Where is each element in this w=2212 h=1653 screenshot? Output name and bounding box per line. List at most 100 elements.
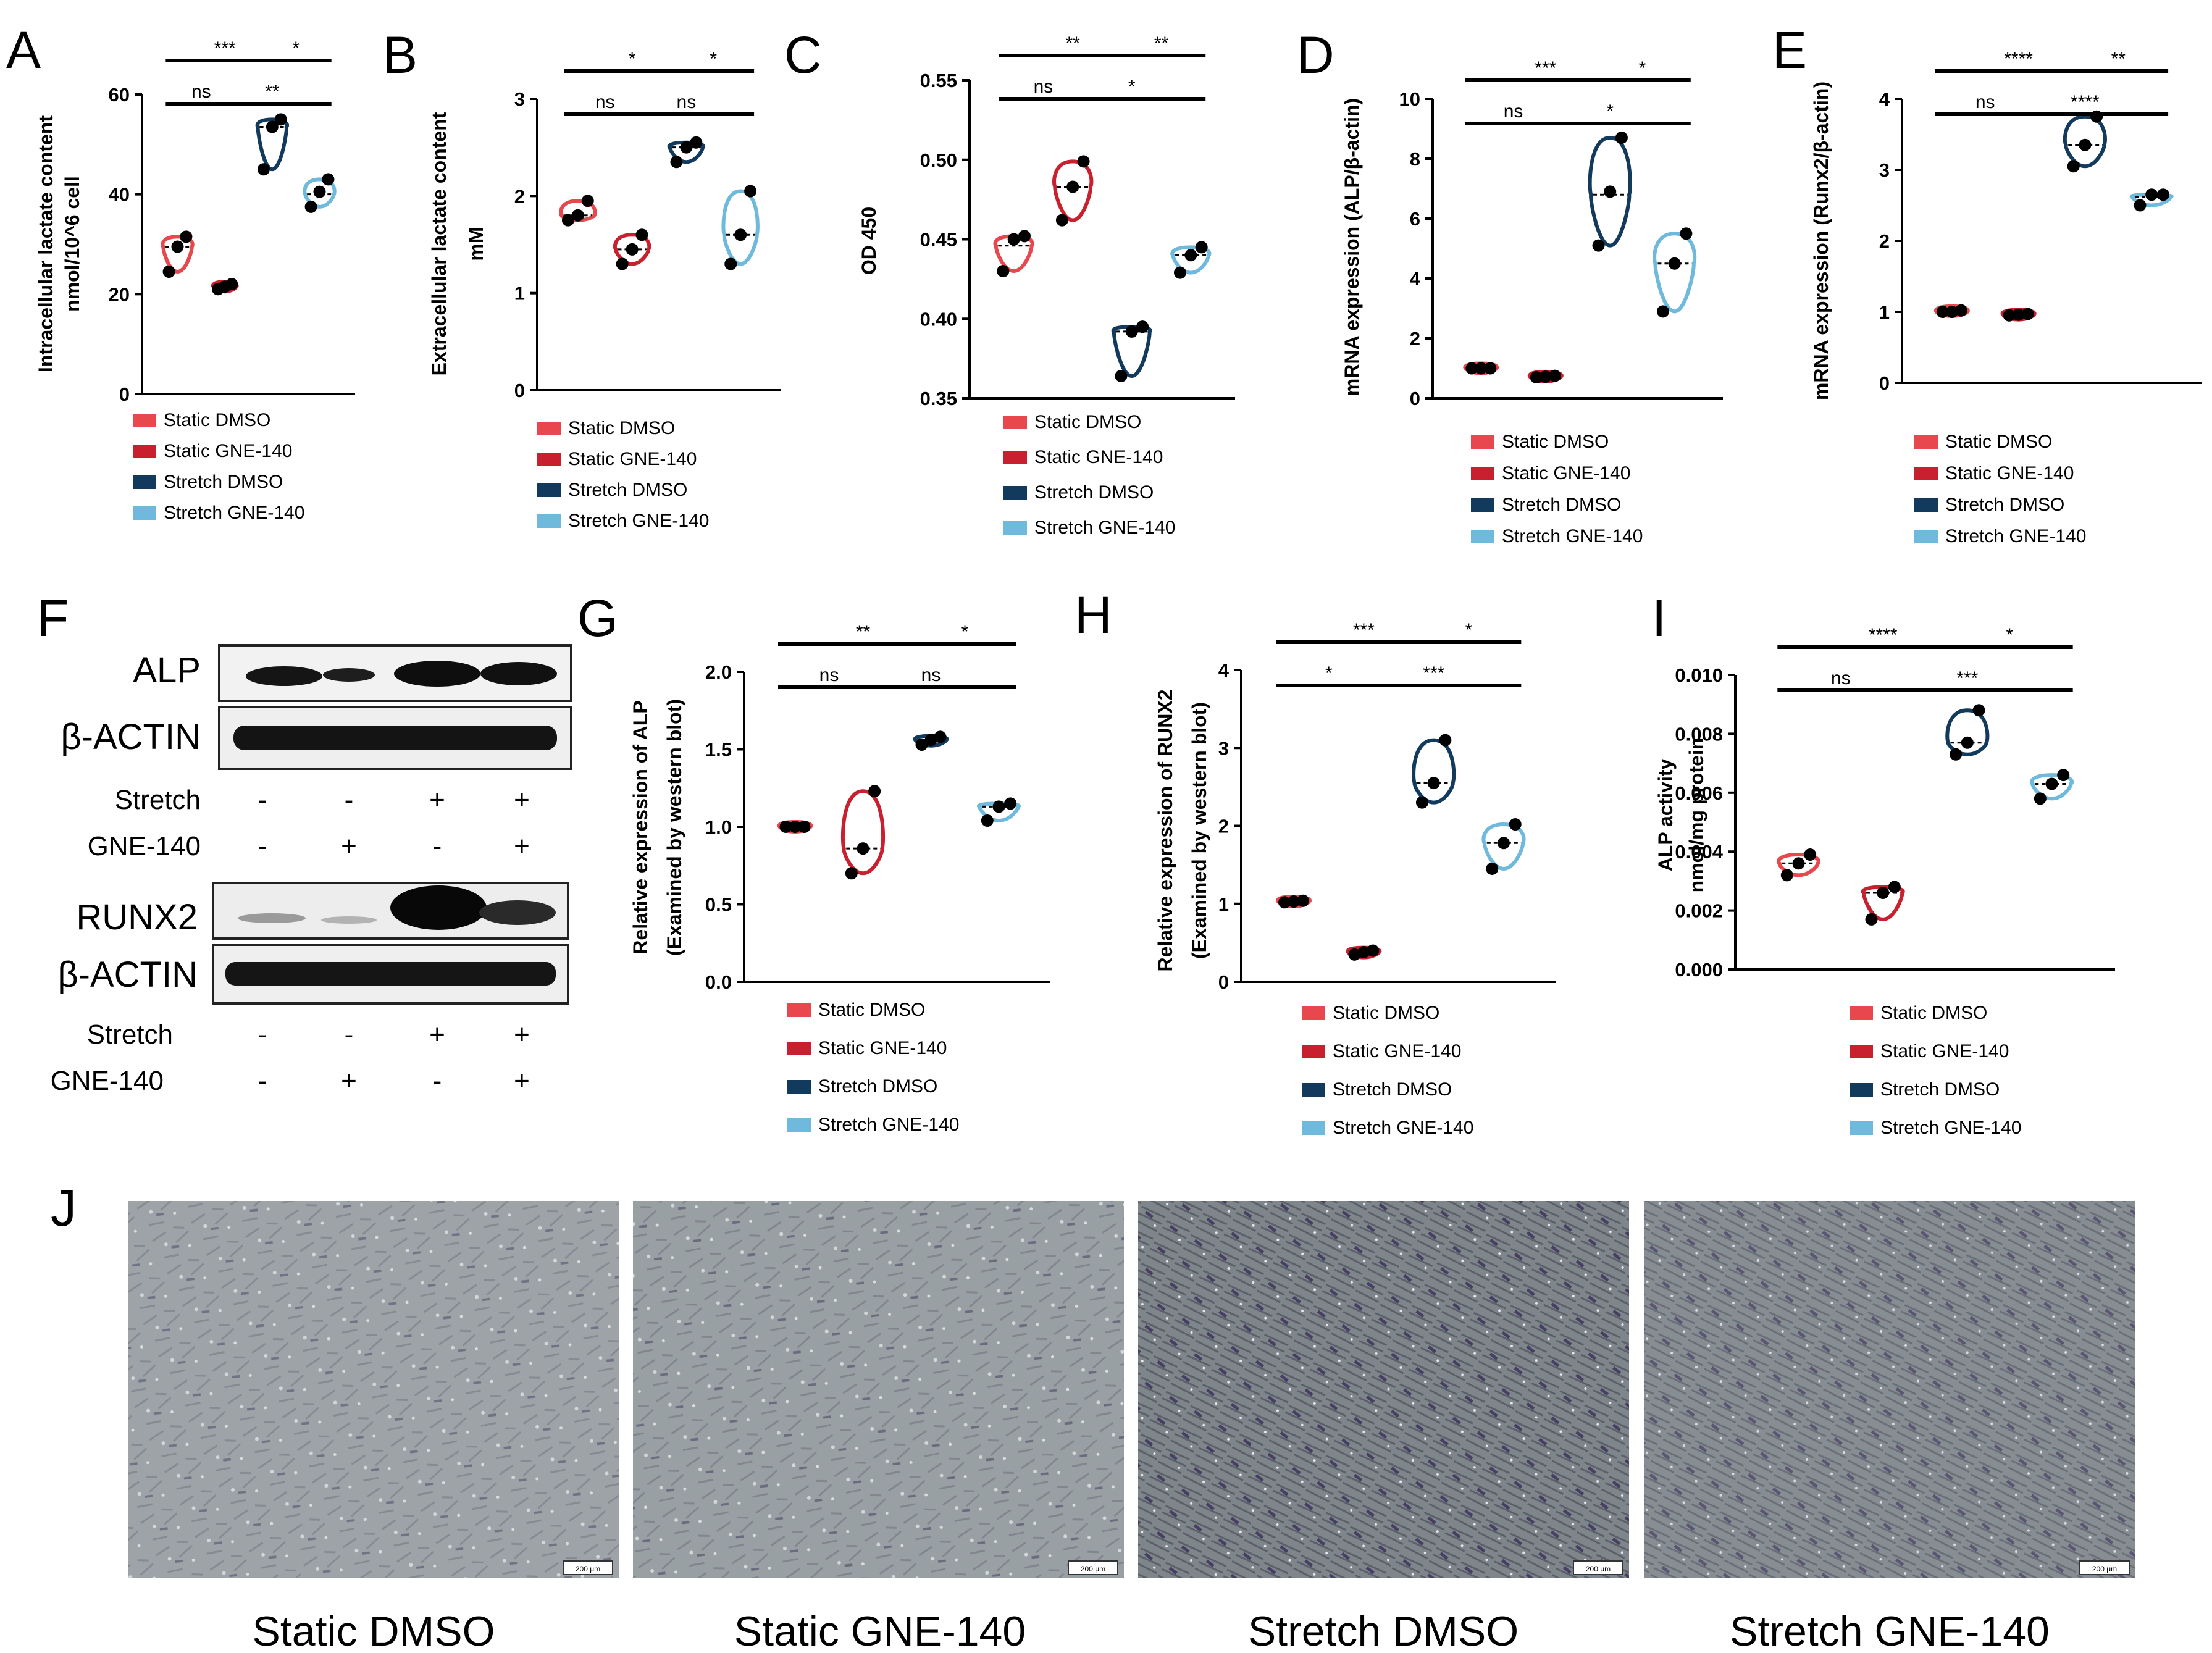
- data-point: [1195, 241, 1208, 254]
- significance-label: *: [1639, 58, 1646, 78]
- data-point: [1486, 862, 1499, 875]
- data-point: [1136, 320, 1149, 333]
- micrograph-caption: Static DMSO: [253, 1608, 495, 1653]
- violin-stretch-dmso: [2063, 114, 2107, 169]
- data-point: [915, 738, 928, 751]
- data-point: [1792, 857, 1805, 870]
- y-tick-label: 20: [109, 283, 130, 305]
- y-tick-label: 60: [109, 84, 130, 106]
- chart-g: 0.0 0.5 1.0 1.5 2.0 Relative expression of AL…: [629, 622, 1050, 1135]
- data-point: [1936, 306, 1949, 318]
- legend-swatch: [787, 1042, 811, 1055]
- data-point: [616, 257, 629, 270]
- data-point: [868, 785, 881, 798]
- legend-swatch: [1302, 1083, 1325, 1097]
- legend-swatch: [787, 1003, 811, 1017]
- significance-label: ***: [1956, 668, 1978, 688]
- band-label-actin: β-ACTIN: [57, 955, 198, 995]
- blot-band: [246, 666, 322, 686]
- data-point: [257, 163, 270, 176]
- legend-label: Stretch GNE-140: [1945, 526, 2086, 546]
- violin-stretch-dmso: [1111, 325, 1152, 378]
- significance-label: ns: [1034, 77, 1054, 97]
- violin-static-gne-140: [840, 789, 886, 876]
- significance-label: **: [1154, 33, 1169, 54]
- y-tick-label: 3: [1879, 159, 1890, 181]
- legend-swatch: [1471, 467, 1494, 480]
- y-tick-label: 0: [1410, 388, 1420, 409]
- y-tick-label: 0: [1218, 971, 1229, 993]
- minus-sign: -: [433, 831, 442, 861]
- y-tick-label: 0.000: [1675, 959, 1723, 981]
- plus-sign: +: [341, 831, 357, 861]
- data-point: [1592, 239, 1605, 252]
- blot-band: [480, 662, 557, 685]
- y-tick-label: 0.002: [1675, 900, 1723, 922]
- plus-sign: +: [429, 1019, 445, 1050]
- western-blot: ALP β-ACTIN RUNX2 β-ACTIN Stretch GNE-14…: [51, 644, 572, 1096]
- data-point: [1415, 796, 1428, 809]
- legend-label: Stretch GNE-140: [1333, 1118, 1473, 1138]
- y-tick-label: 2.0: [705, 661, 732, 683]
- data-point: [724, 257, 737, 270]
- significance-label: *: [629, 49, 636, 69]
- data-point: [1278, 896, 1291, 909]
- y-tick-label: 3: [1218, 737, 1229, 759]
- minus-sign: -: [345, 785, 354, 815]
- significance-label: ns: [819, 665, 839, 685]
- data-point: [1865, 913, 1878, 926]
- y-axis-title: Relative expression of ALP: [629, 700, 651, 954]
- significance-label: ns: [677, 92, 697, 112]
- minus-sign: -: [345, 1019, 354, 1050]
- significance-label: ns: [1831, 668, 1851, 688]
- data-point: [1888, 881, 1901, 893]
- condition-label-gne140: GNE-140: [51, 1066, 164, 1096]
- data-point: [162, 265, 175, 278]
- scale-bar: [2079, 1560, 2130, 1575]
- legend-label: Static DMSO: [1333, 1003, 1439, 1023]
- data-point: [1066, 180, 1079, 193]
- plus-sign: +: [341, 1066, 357, 1096]
- legend-label: Static DMSO: [1034, 412, 1141, 432]
- y-axis-title: ALP activity: [1654, 759, 1677, 872]
- y-tick-label: 4: [1879, 88, 1890, 110]
- violin-stretch-gne-140: [1481, 822, 1526, 871]
- legend-label: Static GNE-140: [1333, 1041, 1461, 1061]
- blot-band: [225, 962, 556, 986]
- data-point: [171, 240, 184, 253]
- legend-swatch: [1003, 416, 1027, 429]
- y-tick-label: 2: [1410, 328, 1420, 349]
- violin-static-gne-140: [613, 233, 651, 266]
- chart-h: 0 1 2 3 4 Relative expression of RUNX2 (Examin…: [1154, 620, 1556, 1138]
- data-point: [744, 185, 757, 198]
- data-point: [2034, 792, 2047, 805]
- violin-stretch-gne-140: [1170, 245, 1212, 275]
- legend-label: Stretch GNE-140: [568, 511, 709, 531]
- legend-label: Static DMSO: [164, 410, 270, 430]
- chart-a: 0 20 40 60 Intracellular lactate content nmol…: [35, 38, 355, 523]
- data-point: [690, 136, 703, 149]
- condition-label-gne140: GNE-140: [88, 831, 201, 861]
- legend-label: Static GNE-140: [1502, 463, 1630, 483]
- data-point: [1498, 837, 1510, 850]
- legend-label: Static GNE-140: [1034, 447, 1163, 467]
- data-point: [934, 730, 947, 743]
- legend-swatch: [133, 475, 156, 489]
- legend-swatch: [1850, 1083, 1873, 1097]
- legend-label: Static GNE-140: [164, 441, 292, 461]
- y-tick-label: 0.40: [920, 308, 957, 330]
- data-point: [322, 173, 335, 186]
- violin-stretch-dmso: [255, 117, 290, 172]
- blot-band: [238, 913, 306, 923]
- legend-label: Static DMSO: [1880, 1003, 1987, 1023]
- y-tick-label: 0.55: [920, 70, 957, 91]
- data-point: [1055, 214, 1068, 227]
- scale-bar-label: 200 μm: [1081, 1565, 1105, 1573]
- legend-label: Static DMSO: [1945, 432, 2052, 452]
- data-point: [274, 113, 287, 126]
- data-point: [1539, 370, 1552, 383]
- violin-static-dmso: [1777, 852, 1820, 877]
- panel-label-d: D: [1297, 26, 1334, 84]
- data-point: [2057, 769, 2070, 782]
- legend-swatch: [1302, 1006, 1325, 1020]
